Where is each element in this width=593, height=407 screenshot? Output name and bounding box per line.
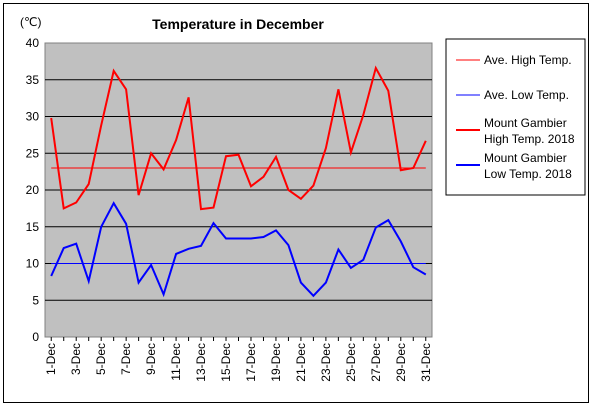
legend-label: High Temp. 2018	[484, 132, 575, 146]
legend-label: Mount Gambier	[484, 151, 567, 165]
x-tick-label: 1-Dec	[44, 343, 58, 375]
x-tick-label: 21-Dec	[294, 343, 308, 382]
legend-label: Ave. Low Temp.	[484, 88, 569, 102]
legend-label: Mount Gambier	[484, 116, 567, 130]
y-tick-label: 40	[26, 36, 40, 50]
x-tick-label: 3-Dec	[69, 343, 83, 375]
y-tick-label: 30	[26, 110, 40, 124]
x-tick-label: 13-Dec	[194, 343, 208, 382]
x-tick-label: 17-Dec	[244, 343, 258, 382]
x-tick-label: 11-Dec	[169, 343, 183, 381]
x-tick-label: 19-Dec	[269, 343, 283, 382]
x-tick-label: 23-Dec	[319, 343, 333, 382]
chart-frame: Temperature in December (℃) 0 5 10 15 20 25 30…	[3, 3, 589, 403]
legend-label: Low Temp. 2018	[484, 167, 572, 181]
x-tick-label: 7-Dec	[119, 343, 133, 375]
average-lines	[51, 167, 426, 264]
legend-label: Ave. High Temp.	[484, 53, 572, 67]
x-tick-label: 5-Dec	[94, 343, 108, 375]
legend-box	[445, 38, 586, 196]
y-tick-label: 15	[26, 220, 40, 234]
x-tick-label: 31-Dec	[419, 343, 433, 382]
y-tick-label: 20	[26, 183, 40, 197]
x-tick-label: 9-Dec	[144, 343, 158, 375]
chart-canvas: Temperature in December (℃) 0 5 10 15 20 25 30…	[20, 15, 586, 382]
y-axis-unit: (℃)	[20, 15, 41, 29]
legend: Ave. High Temp. Ave. Low Temp. Mount Gambi…	[445, 38, 586, 196]
chart-title: Temperature in December	[152, 16, 324, 32]
y-tick-label: 25	[26, 146, 40, 160]
y-tick-label: 0	[32, 330, 39, 344]
series-lines	[50, 65, 427, 298]
series-line-mount-gambier-high-temp-2018	[50, 65, 427, 211]
x-tick-label: 25-Dec	[344, 343, 358, 382]
x-tick-label: 27-Dec	[369, 343, 383, 382]
x-axis: 1-Dec 3-Dec 5-Dec 7-Dec 9-Dec 11-Dec 13-Dec 15-…	[44, 337, 433, 382]
x-tick-label: 29-Dec	[394, 343, 408, 382]
y-tick-label: 10	[26, 257, 40, 271]
y-tick-label: 35	[26, 73, 40, 87]
series-line-mount-gambier-low-temp-2018	[50, 201, 427, 298]
x-tick-label: 15-Dec	[219, 343, 233, 382]
y-axis: 0 5 10 15 20 25 30 35 40	[26, 36, 40, 344]
y-tick-label: 5	[32, 293, 39, 307]
